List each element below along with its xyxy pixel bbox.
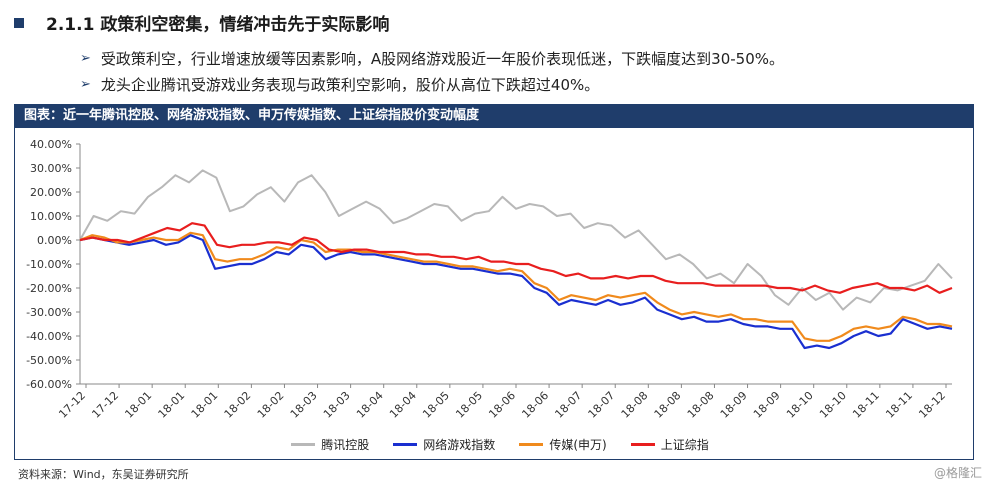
x-tick-label: 17-12 <box>56 389 88 421</box>
y-tick-label: 0.00% <box>37 234 72 247</box>
x-tick-label: 18-05 <box>420 389 452 421</box>
figure-caption-bar: 图表：近一年腾讯控股、网络游戏指数、申万传媒指数、上证综指股价变动幅度 <box>14 104 974 128</box>
legend-item: 腾讯控股 <box>291 436 369 453</box>
x-tick-label: 18-03 <box>288 389 320 421</box>
series-line-0 <box>79 169 953 311</box>
watermark: @格隆汇 <box>933 466 982 480</box>
x-tick-label: 18-07 <box>552 389 584 421</box>
y-tick-label: -50.00% <box>26 354 72 367</box>
arrow-bullet-icon: ➢ <box>80 51 91 66</box>
bullet-item: ➢ 受政策利空，行业增速放缓等因素影响，A股网络游戏股近一年股价表现低迷，下跌幅… <box>80 46 784 72</box>
x-tick-label: 18-10 <box>817 389 849 421</box>
y-tick-label: -20.00% <box>26 282 72 295</box>
x-tick-label: 18-08 <box>619 389 651 421</box>
x-tick-label: 18-05 <box>453 389 485 421</box>
x-tick-label: 18-09 <box>751 389 783 421</box>
x-tick-label: 18-07 <box>586 389 618 421</box>
figure-frame <box>14 128 974 460</box>
x-tick-label: 18-06 <box>519 389 551 421</box>
y-tick-label: -30.00% <box>26 306 72 319</box>
x-tick-label: 18-04 <box>387 389 419 421</box>
heading-title: 2.1.1 政策利空密集，情绪冲击先于实际影响 <box>46 15 390 35</box>
bullet-item: ➢ 龙头企业腾讯受游戏业务表现与政策利空影响，股价从高位下跌超过40%。 <box>80 72 784 98</box>
legend-swatch <box>630 443 655 446</box>
y-tick-label: 20.00% <box>30 186 72 199</box>
x-tick-label: 18-11 <box>883 389 915 421</box>
y-tick-label: -10.00% <box>26 258 72 271</box>
legend-swatch <box>291 443 316 446</box>
x-tick-label: 18-08 <box>652 389 684 421</box>
y-tick-label: 40.00% <box>30 138 72 151</box>
series-line-2 <box>79 231 953 342</box>
x-tick-label: 18-10 <box>784 389 816 421</box>
y-tick-label: 10.00% <box>30 210 72 223</box>
y-tick-label: 30.00% <box>30 162 72 175</box>
legend-label: 上证综指 <box>660 438 709 452</box>
arrow-bullet-icon: ➢ <box>80 77 91 92</box>
x-tick-label: 18-02 <box>255 389 287 421</box>
x-tick-label: 18-08 <box>685 389 717 421</box>
x-tick-label: 18-06 <box>486 389 518 421</box>
legend-label: 传媒(申万) <box>549 438 607 452</box>
section-heading: 2.1.1 政策利空密集，情绪冲击先于实际影响 <box>14 10 389 35</box>
x-tick-label: 18-03 <box>321 389 353 421</box>
series-line-1 <box>79 234 953 350</box>
x-tick-label: 18-09 <box>718 389 750 421</box>
chart-legend: 腾讯控股 网络游戏指数 传媒(申万) 上证综指 <box>0 436 1000 453</box>
source-note: 资料来源：Wind，东吴证券研究所 <box>18 468 189 481</box>
legend-label: 网络游戏指数 <box>423 438 496 452</box>
figure-caption: 图表：近一年腾讯控股、网络游戏指数、申万传媒指数、上证综指股价变动幅度 <box>24 108 480 123</box>
x-tick-label: 18-11 <box>850 389 882 421</box>
legend-label: 腾讯控股 <box>321 438 370 452</box>
legend-item: 网络游戏指数 <box>393 436 495 453</box>
legend-swatch <box>393 443 418 446</box>
bullet-text: 龙头企业腾讯受游戏业务表现与政策利空影响，股价从高位下跌超过40%。 <box>100 76 600 94</box>
x-tick-label: 18-01 <box>122 389 154 421</box>
x-tick-label: 18-12 <box>916 389 948 421</box>
x-tick-label: 18-01 <box>189 389 221 421</box>
x-tick-label: 18-04 <box>354 389 386 421</box>
line-chart: 40.00% 30.00% 20.00% 10.00% 0.00% -10.00% -20.… <box>26 138 953 421</box>
legend-item: 上证综指 <box>630 436 709 453</box>
x-tick-label: 17-12 <box>89 389 121 421</box>
y-tick-label: -40.00% <box>26 330 72 343</box>
x-tick-label: 18-01 <box>156 389 188 421</box>
bullet-text: 受政策利空，行业增速放缓等因素影响，A股网络游戏股近一年股价表现低迷，下跌幅度达… <box>100 50 785 68</box>
x-tick-label: 18-02 <box>222 389 254 421</box>
legend-item: 传媒(申万) <box>519 436 607 453</box>
y-tick-label: -60.00% <box>26 378 72 391</box>
series-line-3 <box>79 222 953 294</box>
heading-square-icon <box>14 17 24 28</box>
bullet-list: ➢ 受政策利空，行业增速放缓等因素影响，A股网络游戏股近一年股价表现低迷，下跌幅… <box>80 46 784 98</box>
legend-swatch <box>519 443 544 446</box>
